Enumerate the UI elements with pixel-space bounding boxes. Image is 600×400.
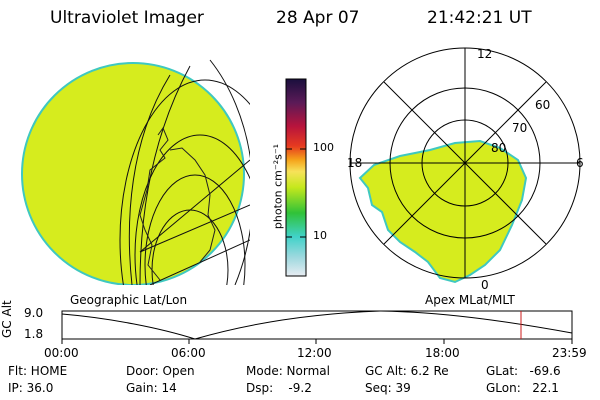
date-label: 28 Apr 07	[276, 8, 360, 28]
status-gain: Gain: 14	[126, 381, 177, 395]
status-gc-alt: GC Alt: 6.2 Re	[365, 364, 449, 378]
status-glat: GLat: -69.6	[486, 364, 561, 378]
status-mode: Mode: Normal	[246, 364, 330, 378]
xtick-0000: 00:00	[44, 346, 79, 360]
time-label: 21:42:21 UT	[427, 8, 532, 28]
lat-label-70: 70	[512, 121, 528, 135]
xtick-0600: 06:00	[171, 346, 206, 360]
status-glon: GLon: 22.1	[486, 381, 559, 395]
colorbar	[285, 78, 307, 277]
status-dsp: Dsp: -9.2	[246, 381, 312, 395]
mlt-label-12: 12	[477, 47, 493, 61]
colorbar-tick-10: 10	[313, 229, 327, 242]
xtick-1200: 12:00	[297, 346, 332, 360]
altitude-ytick-max: 9.0	[24, 306, 44, 320]
colorbar-tick-100: 100	[313, 141, 334, 154]
status-door: Door: Open	[126, 364, 195, 378]
auroral-oval	[358, 139, 528, 284]
mlt-label-6: 6	[576, 156, 584, 170]
mlt-label-18: 18	[347, 156, 363, 170]
apex-panel-title: Apex MLat/MLT	[425, 293, 515, 307]
altitude-ylabel: GC Alt	[0, 300, 14, 338]
instrument-title: Ultraviolet Imager	[50, 8, 204, 28]
lat-label-60: 60	[535, 98, 551, 112]
lat-label-80: 80	[491, 141, 507, 155]
coastline	[139, 126, 216, 281]
xtick-2359: 23:59	[552, 346, 587, 360]
mlt-label-0: 0	[481, 278, 489, 292]
status-flt: Flt: HOME	[8, 364, 68, 378]
altitude-curve	[61, 310, 573, 340]
status-seq: Seq: 39	[365, 381, 411, 395]
xtick-1800: 18:00	[425, 346, 460, 360]
geographic-panel-title: Geographic Lat/Lon	[70, 293, 188, 307]
altitude-ytick-min: 1.8	[24, 327, 44, 341]
status-ip: IP: 36.0	[8, 381, 54, 395]
earth-disk	[21, 62, 245, 285]
